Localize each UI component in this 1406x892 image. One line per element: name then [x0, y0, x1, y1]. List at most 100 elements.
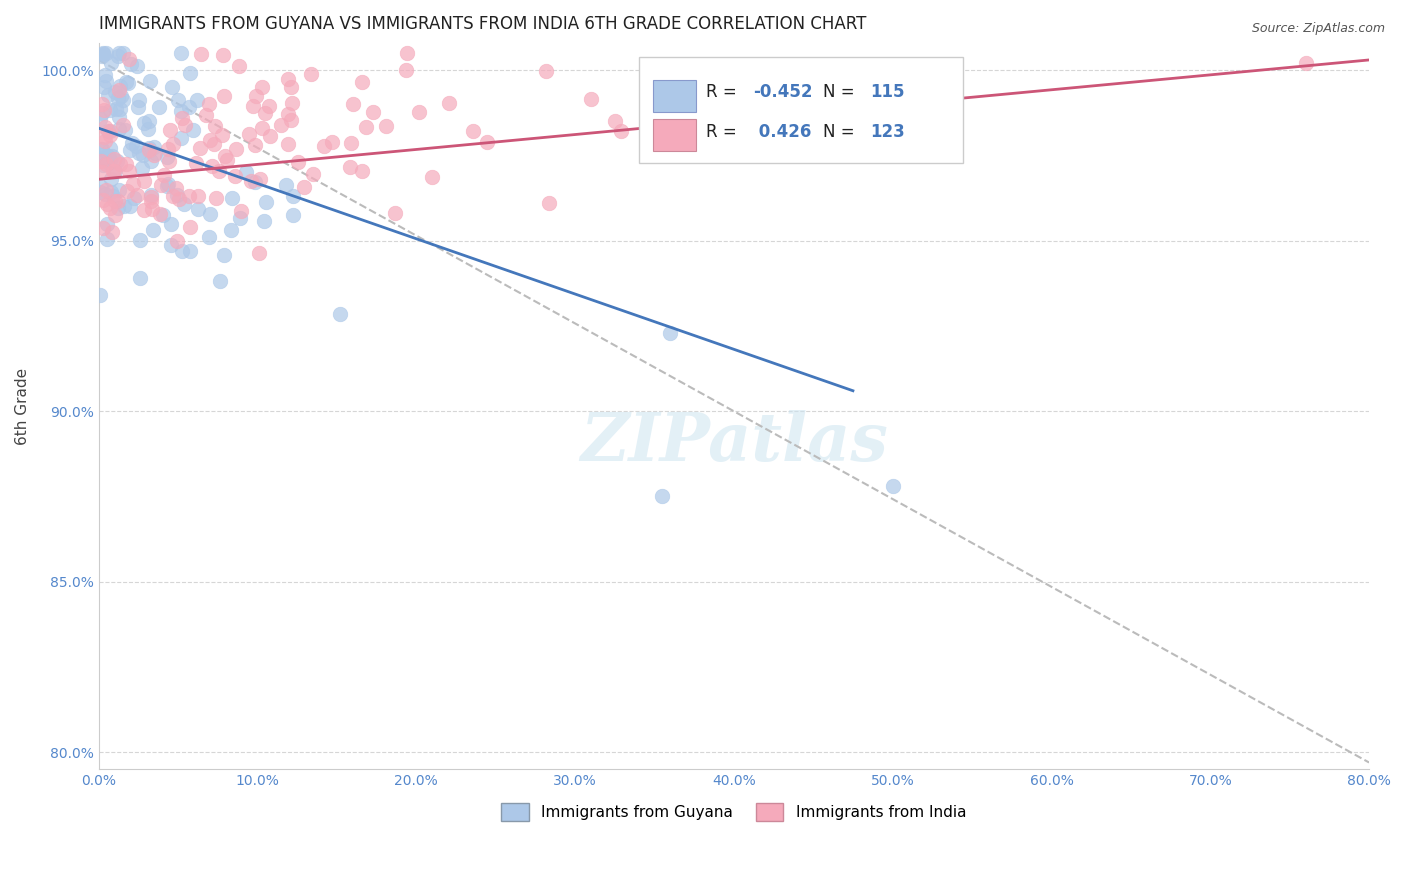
- Point: [198, 96, 221, 111]
- Point: [160, 217, 183, 231]
- Point: [224, 169, 246, 184]
- Point: [538, 196, 561, 211]
- Point: [125, 60, 148, 74]
- Point: [138, 143, 160, 157]
- Point: [115, 75, 138, 89]
- Point: [134, 202, 156, 217]
- Point: [475, 135, 498, 149]
- Point: [94, 157, 117, 171]
- Point: [179, 65, 201, 79]
- Point: [205, 191, 228, 205]
- Text: IMMIGRANTS FROM GUYANA VS IMMIGRANTS FROM INDIA 6TH GRADE CORRELATION CHART: IMMIGRANTS FROM GUYANA VS IMMIGRANTS FRO…: [98, 15, 866, 33]
- Point: [105, 154, 128, 169]
- Point: [142, 148, 165, 162]
- Point: [128, 145, 150, 160]
- Point: [259, 128, 281, 143]
- Point: [299, 67, 322, 81]
- Point: [122, 177, 145, 191]
- Point: [121, 136, 143, 151]
- Point: [141, 190, 163, 204]
- Point: [93, 120, 115, 135]
- Point: [350, 75, 373, 89]
- Point: [96, 218, 118, 232]
- Point: [108, 46, 131, 61]
- Point: [239, 174, 262, 188]
- Point: [107, 83, 129, 97]
- Point: [281, 96, 304, 111]
- Point: [105, 102, 128, 116]
- Point: [408, 105, 430, 120]
- Point: [219, 223, 242, 237]
- Point: [187, 202, 209, 216]
- Point: [254, 105, 277, 120]
- Point: [98, 156, 121, 170]
- Point: [243, 175, 266, 189]
- Point: [204, 119, 226, 133]
- Point: [104, 163, 127, 178]
- Point: [149, 207, 172, 221]
- Point: [138, 141, 160, 155]
- Legend: Immigrants from Guyana, Immigrants from India: Immigrants from Guyana, Immigrants from …: [495, 797, 973, 827]
- Point: [103, 163, 125, 178]
- Point: [211, 48, 233, 62]
- Point: [277, 106, 299, 120]
- Point: [177, 189, 200, 203]
- Point: [138, 122, 160, 136]
- Point: [184, 155, 207, 169]
- Point: [156, 179, 179, 194]
- Point: [111, 118, 134, 132]
- Point: [283, 208, 305, 222]
- Point: [107, 122, 129, 136]
- Point: [93, 129, 115, 144]
- Point: [208, 163, 231, 178]
- Point: [118, 144, 141, 158]
- Point: [96, 232, 118, 246]
- Point: [170, 244, 193, 259]
- Point: [91, 47, 114, 62]
- Point: [91, 158, 114, 172]
- Point: [250, 121, 273, 136]
- Point: [229, 211, 252, 225]
- Point: [89, 112, 111, 126]
- Point: [215, 153, 238, 167]
- Point: [149, 178, 172, 192]
- Point: [170, 130, 193, 145]
- Text: 0.426: 0.426: [752, 123, 811, 141]
- Point: [882, 479, 904, 493]
- Text: -0.452: -0.452: [752, 84, 813, 102]
- Point: [131, 161, 153, 175]
- Point: [321, 135, 343, 149]
- Point: [132, 174, 155, 188]
- Point: [128, 233, 150, 247]
- Point: [221, 191, 243, 205]
- Text: 115: 115: [870, 84, 904, 102]
- Point: [91, 48, 114, 62]
- Point: [169, 104, 191, 119]
- Point: [118, 52, 141, 66]
- Point: [107, 91, 129, 105]
- Point: [328, 307, 350, 321]
- Point: [277, 136, 299, 151]
- Point: [107, 48, 129, 62]
- Point: [395, 62, 418, 77]
- Point: [94, 183, 117, 197]
- Point: [235, 165, 257, 179]
- Point: [90, 142, 112, 156]
- Point: [122, 191, 145, 205]
- Point: [179, 219, 201, 234]
- Point: [118, 199, 141, 213]
- Point: [159, 122, 181, 136]
- Point: [274, 178, 297, 192]
- Point: [249, 171, 271, 186]
- Point: [160, 79, 183, 94]
- Y-axis label: 6th Grade: 6th Grade: [15, 368, 30, 444]
- Point: [280, 113, 302, 128]
- Point: [212, 248, 235, 262]
- Point: [110, 78, 132, 93]
- Point: [98, 124, 121, 138]
- Point: [90, 165, 112, 179]
- Point: [384, 206, 406, 220]
- Point: [141, 153, 163, 168]
- Point: [110, 102, 132, 116]
- Point: [172, 111, 194, 125]
